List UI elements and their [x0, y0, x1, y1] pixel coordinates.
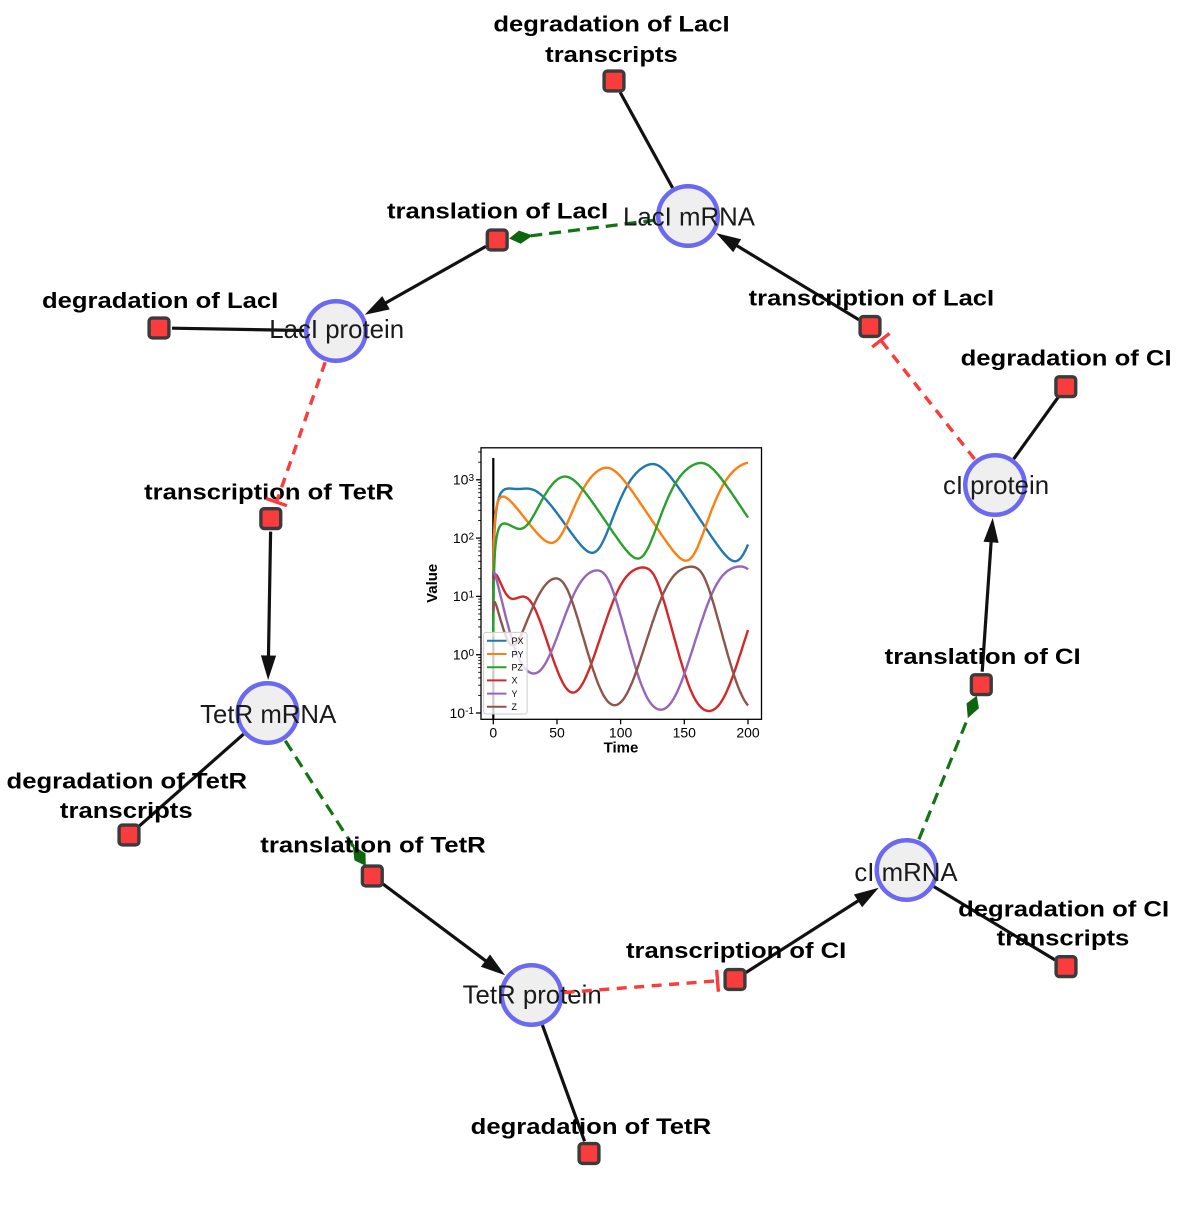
svg-text:transcription of CI: transcription of CI: [626, 938, 846, 963]
svg-text:translation of CI: translation of CI: [885, 644, 1081, 669]
svg-text:cI mRNA: cI mRNA: [854, 859, 958, 887]
svg-text:101: 101: [453, 588, 475, 604]
svg-text:transcription of LacI: transcription of LacI: [749, 285, 994, 310]
svg-text:degradation of LacI: degradation of LacI: [493, 12, 729, 37]
svg-text:translation of LacI: translation of LacI: [387, 199, 608, 224]
svg-text:transcripts: transcripts: [60, 798, 193, 823]
svg-text:PY: PY: [512, 649, 524, 659]
svg-text:LacI protein: LacI protein: [269, 316, 404, 344]
svg-text:Value: Value: [424, 564, 441, 603]
svg-text:Y: Y: [512, 689, 518, 699]
svg-text:cI protein: cI protein: [943, 472, 1049, 500]
svg-text:Z: Z: [512, 702, 518, 712]
svg-text:degradation of TetR: degradation of TetR: [471, 1114, 712, 1139]
svg-text:Time: Time: [604, 739, 639, 756]
svg-text:translation of TetR: translation of TetR: [260, 833, 486, 858]
svg-text:degradation of TetR: degradation of TetR: [7, 769, 248, 794]
svg-text:150: 150: [673, 725, 697, 741]
svg-text:PZ: PZ: [512, 663, 524, 673]
svg-text:degradation of LacI: degradation of LacI: [42, 288, 278, 313]
svg-text:transcripts: transcripts: [545, 42, 678, 67]
svg-text:50: 50: [549, 725, 565, 741]
svg-text:100: 100: [609, 725, 633, 741]
svg-text:degradation of CI: degradation of CI: [961, 346, 1172, 371]
svg-text:degradation of CI: degradation of CI: [958, 896, 1169, 921]
svg-text:TetR protein: TetR protein: [463, 982, 602, 1010]
svg-text:PX: PX: [512, 636, 524, 646]
svg-text:0: 0: [489, 725, 497, 741]
svg-text:X: X: [512, 676, 518, 686]
svg-text:10-1: 10-1: [450, 705, 475, 721]
svg-text:transcripts: transcripts: [997, 926, 1130, 951]
svg-text:200: 200: [736, 725, 760, 741]
svg-text:TetR mRNA: TetR mRNA: [200, 701, 337, 729]
svg-text:100: 100: [453, 647, 475, 663]
svg-text:103: 103: [453, 472, 475, 488]
svg-text:102: 102: [453, 530, 475, 546]
svg-text:LacI mRNA: LacI mRNA: [623, 203, 756, 231]
